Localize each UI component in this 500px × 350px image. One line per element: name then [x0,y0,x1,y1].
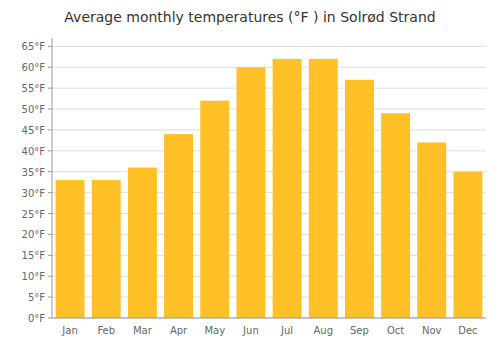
grid-line [52,46,486,47]
x-tick-label: Jan [61,325,77,336]
title: Average monthly temperatures (°F ) in So… [64,9,435,25]
grid-line [52,318,486,319]
bar [417,142,446,318]
bar [128,168,157,318]
y-tick-label: 35°F [22,167,46,178]
y-tick-label: 0°F [28,313,45,324]
bars [56,59,483,318]
y-tick [48,150,52,151]
y-tick [48,109,52,110]
y-tick-label: 45°F [22,125,46,136]
y-tick-label: 40°F [22,146,46,157]
y-tick [48,297,52,298]
bar [309,59,338,318]
bar [453,172,482,318]
x-axis [52,318,486,319]
y-tick-label: 5°F [28,292,45,303]
y-tick-label: 15°F [22,250,46,261]
bar [236,67,265,318]
y-tick-label: 30°F [22,188,46,199]
y-tick [48,276,52,277]
grid-line [52,67,486,68]
bar [200,101,229,318]
bar [273,59,302,318]
y-tick-label: 25°F [22,209,46,220]
y-tick [48,234,52,235]
bar [164,134,193,318]
grid-line [52,129,486,130]
x-tick-label: Aug [313,325,333,336]
y-axis [52,38,53,318]
y-tick [48,88,52,89]
grid-line [52,88,486,89]
y-tick [48,213,52,214]
chart: Average monthly temperatures (°F ) in So… [0,0,500,350]
bar [92,180,121,318]
y-tick [48,67,52,68]
grid [52,46,486,318]
x-tick-label: Feb [97,325,115,336]
x-tick-label: Dec [458,325,477,336]
x-tick-label: Jul [280,325,293,336]
x-tick-label: Jun [242,325,259,336]
x-tick-label: Sep [350,325,369,336]
bar [345,80,374,318]
bar [56,180,85,318]
x-tick-label: Oct [387,325,404,336]
y-tick-label: 10°F [22,271,46,282]
grid-line [52,109,486,110]
x-tick-label: Mar [133,325,153,336]
y-tick-label: 55°F [22,83,46,94]
x-tick-label: May [204,325,225,336]
y-tick [48,46,52,47]
y-tick [48,255,52,256]
y-tick [48,129,52,130]
y-tick-label: 60°F [22,62,46,73]
y-tick [48,192,52,193]
y-tick-label: 65°F [22,41,46,52]
y-tick [48,318,52,319]
y-tick-label: 50°F [22,104,46,115]
y-tick-label: 20°F [22,229,46,240]
x-tick-label: Apr [170,325,188,336]
y-tick [48,171,52,172]
x-tick-label: Nov [422,325,442,336]
bar [381,113,410,318]
